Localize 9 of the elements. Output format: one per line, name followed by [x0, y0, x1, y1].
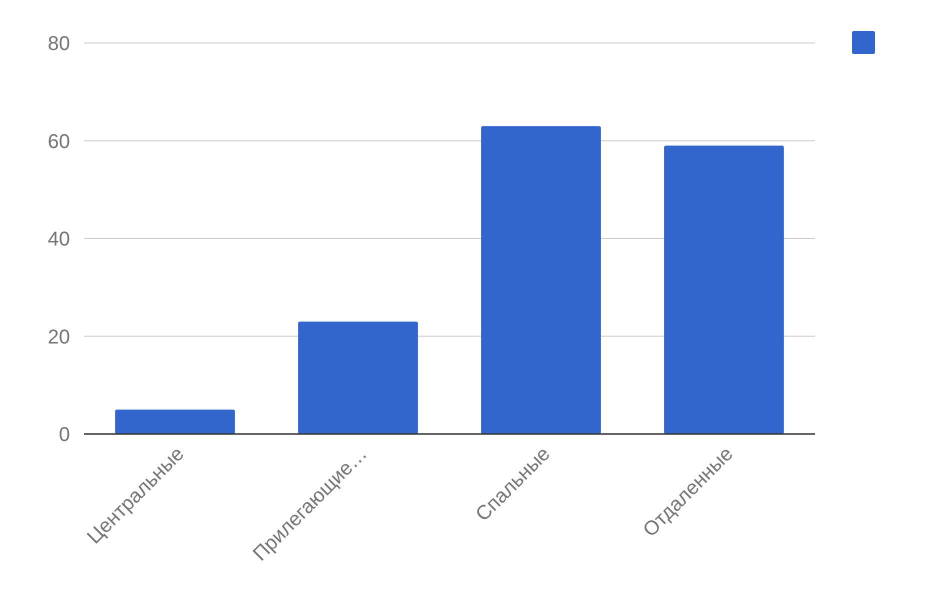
bar [664, 146, 784, 434]
y-tick-label: 20 [48, 326, 70, 348]
y-tick-label: 0 [58, 424, 70, 446]
y-tick-label: 60 [48, 130, 70, 153]
y-tick-label: 40 [48, 228, 70, 250]
bar [115, 410, 235, 434]
y-tick-label: 80 [48, 33, 70, 55]
bar [481, 126, 601, 434]
bar [298, 322, 418, 434]
